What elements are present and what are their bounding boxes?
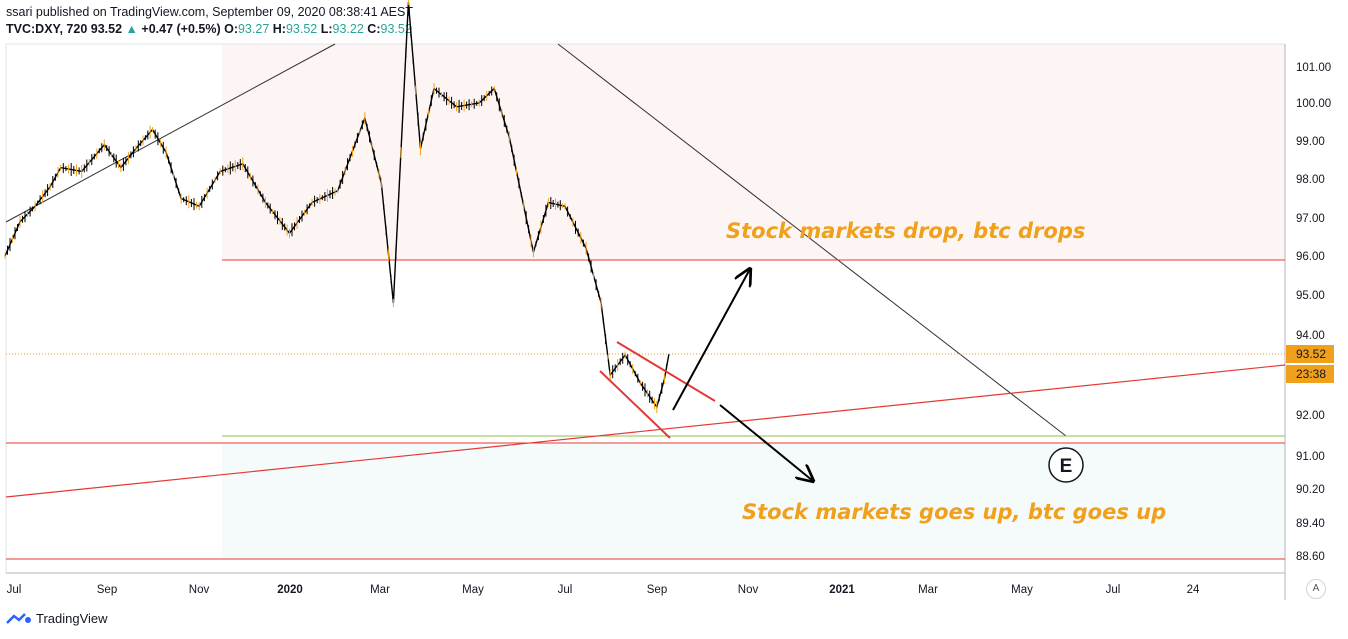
time-tick-label: 24 [1187, 584, 1200, 596]
e-marker-label: E [1060, 456, 1073, 477]
time-tick-label: Jul [7, 584, 22, 596]
price-tick-label: 100.00 [1296, 98, 1331, 110]
close-value: 93.52 [380, 22, 412, 36]
time-tick-label: 2020 [277, 584, 303, 596]
low-label: L: [320, 22, 333, 36]
rising-trendline[interactable] [5, 364, 1286, 498]
price-tick-label: 99.00 [1296, 136, 1325, 148]
open-value: 93.27 [237, 22, 270, 36]
down-arrow[interactable] [719, 404, 813, 481]
countdown-badge-text: 23:38 [1296, 367, 1326, 381]
upper-trendline[interactable] [5, 43, 336, 223]
price-tick-label: 89.40 [1296, 518, 1325, 530]
publish-info: ssari published on TradingView.com, Sept… [6, 5, 413, 19]
price-axis[interactable]: 101.00 100.00 99.00 98.00 97.00 96.00 95.00 94.… [1296, 62, 1331, 563]
time-tick-label: Sep [97, 584, 117, 596]
time-tick-label: Mar [918, 584, 938, 596]
time-axis[interactable]: Jul Sep Nov 2020 Mar May Jul Sep Nov 2021 Mar May Ju… [7, 584, 1200, 596]
up-arrow-icon: ▲ [125, 22, 138, 36]
annotation-up[interactable]: Stock markets goes up, btc goes up [742, 500, 1166, 524]
wedge-upper[interactable] [616, 341, 716, 402]
price-tick-label: 96.00 [1296, 251, 1325, 263]
up-arrow[interactable] [672, 269, 750, 411]
e-marker-circle[interactable] [1048, 447, 1084, 483]
price-tick-label: 98.00 [1296, 174, 1325, 186]
resistance-zone [222, 44, 1285, 260]
price-tick-label: 91.00 [1296, 451, 1325, 463]
time-tick-label: Mar [370, 584, 390, 596]
countdown-badge [1286, 365, 1334, 383]
time-tick-label: Jul [1106, 584, 1121, 596]
support-zone [222, 443, 1285, 559]
chart-header: ssari published on TradingView.com, Sept… [6, 4, 413, 38]
annotation-drop[interactable]: Stock markets drop, btc drops [726, 219, 1085, 243]
high-value: 93.52 [285, 22, 318, 36]
open-label: O: [224, 22, 238, 36]
low-value: 93.22 [332, 22, 364, 36]
price-tick-label: 95.00 [1296, 290, 1325, 302]
high-label: H: [272, 22, 286, 36]
brand-footer: TradingView [6, 611, 108, 626]
price-tick-label: 97.00 [1296, 213, 1325, 225]
price-tick-label: 101.00 [1296, 62, 1331, 74]
time-tick-label: 2021 [829, 584, 855, 596]
last-price-badge-text: 93.52 [1296, 347, 1326, 361]
candle-series [4, 0, 670, 413]
close-label: C: [367, 22, 381, 36]
symbol-label[interactable]: TVC:DXY, 720 [6, 22, 88, 36]
wedge-lower[interactable] [599, 370, 671, 439]
price-change: +0.47 (+0.5%) [141, 22, 221, 36]
time-tick-label: Nov [189, 584, 210, 596]
ohlc-line: TVC:DXY, 720 93.52 ▲ +0.47 (+0.5%) O:93.… [6, 21, 413, 38]
time-tick-label: May [462, 584, 484, 596]
autoscale-button[interactable]: A [1306, 579, 1326, 599]
last-price-badge [1286, 345, 1334, 363]
time-tick-label: May [1011, 584, 1033, 596]
descending-trendline[interactable] [557, 43, 1067, 437]
last-price: 93.52 [90, 22, 123, 36]
time-tick-label: Nov [738, 584, 759, 596]
price-tick-label: 90.20 [1296, 484, 1325, 496]
time-tick-label: Sep [647, 584, 667, 596]
brand-name: TradingView [36, 611, 108, 626]
price-tick-label: 94.00 [1296, 330, 1325, 342]
price-tick-label: 92.00 [1296, 410, 1325, 422]
price-tick-label: 88.60 [1296, 551, 1325, 563]
time-tick-label: Jul [558, 584, 573, 596]
tradingview-logo-icon [6, 612, 31, 624]
